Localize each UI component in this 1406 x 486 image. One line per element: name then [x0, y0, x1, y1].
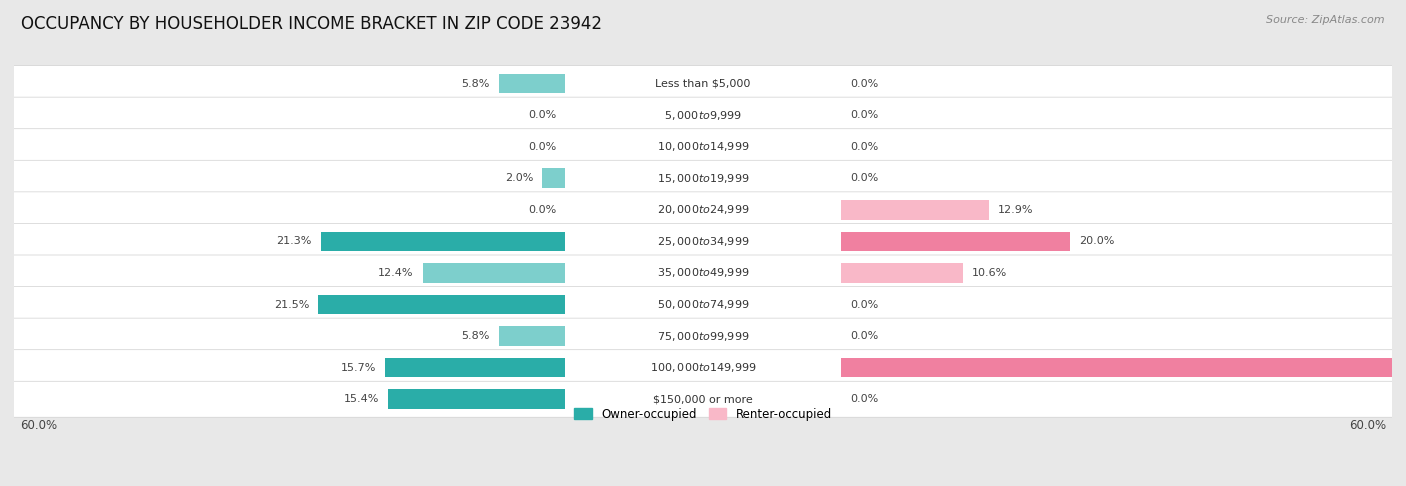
Text: 0.0%: 0.0% — [851, 110, 879, 120]
Bar — [423, 263, 565, 283]
Bar — [499, 74, 565, 93]
FancyBboxPatch shape — [7, 66, 1399, 102]
Text: 0.0%: 0.0% — [851, 394, 879, 404]
Bar — [321, 232, 565, 251]
Text: $150,000 or more: $150,000 or more — [654, 394, 752, 404]
Text: 0.0%: 0.0% — [851, 174, 879, 183]
FancyBboxPatch shape — [7, 287, 1399, 323]
Text: 12.4%: 12.4% — [378, 268, 413, 278]
FancyBboxPatch shape — [7, 350, 1399, 386]
FancyBboxPatch shape — [7, 97, 1399, 133]
Text: $5,000 to $9,999: $5,000 to $9,999 — [664, 109, 742, 122]
Text: $25,000 to $34,999: $25,000 to $34,999 — [657, 235, 749, 248]
Text: Less than $5,000: Less than $5,000 — [655, 79, 751, 88]
Bar — [841, 232, 1070, 251]
Text: 0.0%: 0.0% — [527, 110, 555, 120]
FancyBboxPatch shape — [7, 224, 1399, 260]
Text: $100,000 to $149,999: $100,000 to $149,999 — [650, 361, 756, 374]
FancyBboxPatch shape — [7, 255, 1399, 291]
Bar — [385, 358, 565, 378]
Text: OCCUPANCY BY HOUSEHOLDER INCOME BRACKET IN ZIP CODE 23942: OCCUPANCY BY HOUSEHOLDER INCOME BRACKET … — [21, 15, 602, 33]
FancyBboxPatch shape — [7, 192, 1399, 228]
Text: $15,000 to $19,999: $15,000 to $19,999 — [657, 172, 749, 185]
Text: 0.0%: 0.0% — [851, 142, 879, 152]
Text: 20.0%: 20.0% — [1080, 236, 1115, 246]
Text: 0.0%: 0.0% — [851, 299, 879, 310]
FancyBboxPatch shape — [7, 382, 1399, 417]
Bar — [543, 169, 565, 188]
FancyBboxPatch shape — [7, 318, 1399, 354]
Text: 10.6%: 10.6% — [972, 268, 1007, 278]
Text: 60.0%: 60.0% — [1350, 418, 1386, 432]
Text: 2.0%: 2.0% — [505, 174, 533, 183]
Text: $75,000 to $99,999: $75,000 to $99,999 — [657, 330, 749, 343]
Text: 0.0%: 0.0% — [851, 331, 879, 341]
Text: 0.0%: 0.0% — [527, 142, 555, 152]
Text: Source: ZipAtlas.com: Source: ZipAtlas.com — [1267, 15, 1385, 25]
Text: 15.7%: 15.7% — [340, 363, 375, 373]
Text: 21.3%: 21.3% — [276, 236, 312, 246]
Text: $20,000 to $24,999: $20,000 to $24,999 — [657, 203, 749, 216]
Bar — [841, 200, 988, 220]
Bar — [841, 263, 963, 283]
Text: 21.5%: 21.5% — [274, 299, 309, 310]
Text: $50,000 to $74,999: $50,000 to $74,999 — [657, 298, 749, 311]
Text: 12.9%: 12.9% — [998, 205, 1033, 215]
Bar — [499, 326, 565, 346]
Text: 15.4%: 15.4% — [344, 394, 380, 404]
FancyBboxPatch shape — [7, 129, 1399, 165]
Text: 5.8%: 5.8% — [461, 79, 489, 88]
Legend: Owner-occupied, Renter-occupied: Owner-occupied, Renter-occupied — [569, 403, 837, 425]
Text: 60.0%: 60.0% — [20, 418, 56, 432]
FancyBboxPatch shape — [7, 160, 1399, 196]
Text: $10,000 to $14,999: $10,000 to $14,999 — [657, 140, 749, 153]
Text: $35,000 to $49,999: $35,000 to $49,999 — [657, 266, 749, 279]
Bar — [388, 389, 565, 409]
Bar — [318, 295, 565, 314]
Text: 0.0%: 0.0% — [851, 79, 879, 88]
Text: 5.8%: 5.8% — [461, 331, 489, 341]
Bar — [841, 358, 1406, 378]
Text: 0.0%: 0.0% — [527, 205, 555, 215]
